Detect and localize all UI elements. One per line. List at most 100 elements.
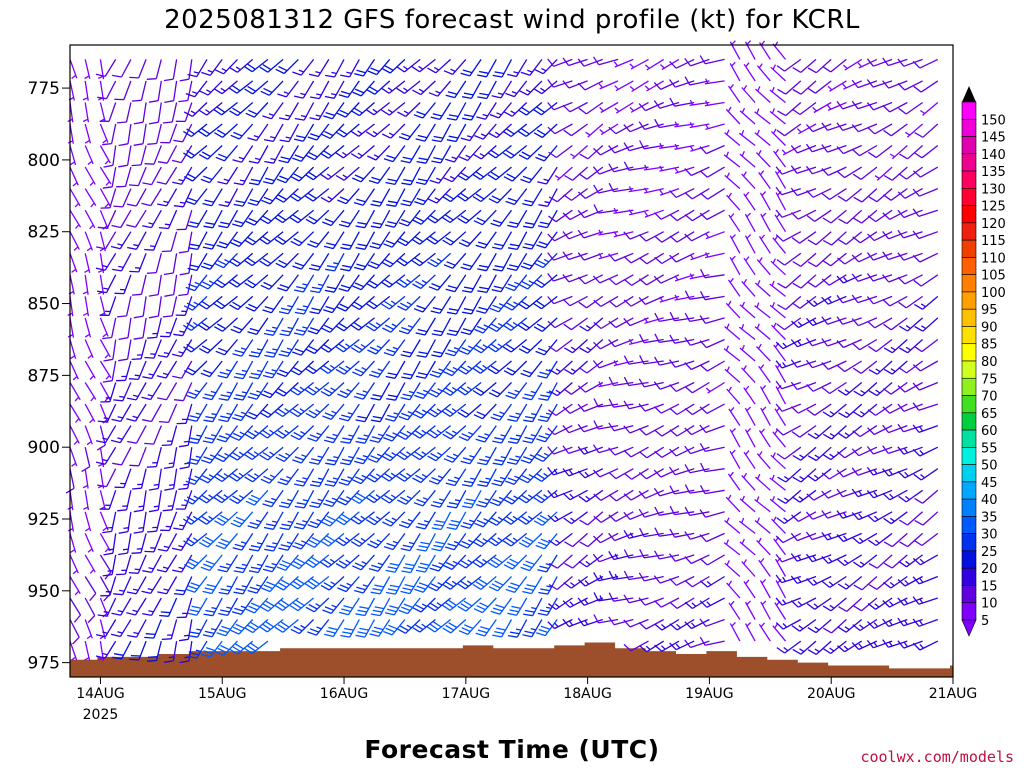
barb-feather: [699, 442, 706, 452]
barb-half-feather: [86, 247, 92, 252]
barb-shaft: [188, 641, 193, 661]
barb-feather: [262, 115, 272, 120]
barb-half-feather: [102, 652, 108, 656]
barb-feather: [669, 578, 677, 586]
wind-barb: [383, 425, 406, 442]
barb-half-feather: [207, 69, 213, 73]
barb-shaft: [440, 511, 452, 530]
barb-feather: [461, 483, 472, 487]
barb-feather: [335, 368, 345, 375]
barb-shaft: [226, 554, 239, 573]
wind-barb: [340, 252, 360, 272]
barb-shaft: [674, 511, 695, 516]
barb-shaft: [542, 252, 558, 269]
barb-shaft: [600, 101, 619, 114]
barb-shaft: [689, 468, 710, 474]
barb-feather: [638, 597, 646, 606]
barb-shaft: [84, 511, 92, 532]
barb-feather: [289, 195, 299, 202]
barb-feather: [262, 451, 272, 459]
wind-barb: [157, 188, 178, 207]
wind-barb: [489, 295, 512, 313]
barb-feather: [365, 519, 375, 526]
wind-barb: [214, 317, 238, 332]
wind-barb: [458, 532, 482, 549]
barb-feather: [684, 408, 693, 416]
wind-barb: [533, 489, 558, 504]
barb-feather: [293, 367, 303, 373]
barb-feather: [159, 420, 169, 424]
barb-feather: [476, 605, 486, 611]
barb-feather: [201, 516, 211, 523]
barb-half-feather: [256, 519, 262, 523]
barb-feather: [148, 121, 159, 125]
barb-feather: [521, 281, 531, 287]
barb-feather: [548, 151, 557, 159]
barb-feather: [368, 179, 379, 185]
wind-barb: [260, 80, 284, 96]
barb-feather: [290, 240, 300, 247]
barb-feather: [562, 57, 570, 66]
barb-feather: [186, 561, 196, 567]
barb-feather: [490, 171, 500, 178]
barb-half-feather: [584, 448, 589, 454]
barb-feather: [491, 288, 502, 293]
barb-shaft: [435, 58, 452, 74]
barb-feather: [103, 164, 114, 168]
barb-feather: [157, 354, 168, 358]
wind-barb: [368, 360, 391, 378]
barb-shaft: [142, 123, 147, 144]
barb-feather: [460, 172, 470, 179]
barb-feather: [578, 560, 588, 568]
barb-feather: [653, 100, 661, 109]
barb-feather: [309, 461, 319, 465]
barb-feather: [401, 520, 411, 526]
barb-shaft: [84, 360, 96, 379]
barb-half-feather: [758, 257, 763, 263]
barb-feather: [506, 367, 516, 373]
barb-shaft: [675, 446, 695, 457]
wind-barb: [247, 317, 269, 336]
barb-half-feather: [704, 123, 709, 129]
barb-feather: [353, 495, 363, 502]
wind-barb: [335, 511, 360, 526]
barb-feather: [473, 220, 483, 226]
barb-feather: [308, 365, 317, 372]
wind-barb: [335, 144, 360, 159]
wind-barb: [475, 425, 497, 443]
barb-shaft: [587, 532, 604, 548]
wind-barb: [126, 403, 147, 422]
wind-barb: [684, 445, 710, 455]
barb-feather: [522, 246, 532, 250]
wind-barb: [218, 576, 239, 595]
barb-shaft: [223, 58, 238, 75]
barb-shaft: [153, 619, 162, 639]
barb-feather: [354, 460, 364, 465]
barb-shaft: [150, 382, 162, 400]
barb-shaft: [739, 304, 756, 319]
wind-barb: [593, 592, 619, 602]
barb-feather: [198, 542, 209, 548]
wind-barb: [563, 381, 588, 395]
wind-barb: [163, 640, 178, 663]
barb-feather: [419, 562, 430, 566]
barb-feather: [699, 290, 706, 301]
barb-feather: [320, 367, 329, 374]
wind-barb: [415, 166, 436, 186]
barb-half-feather: [674, 275, 679, 281]
barb-feather: [524, 222, 535, 225]
wind-barb: [623, 295, 649, 307]
barb-feather: [579, 347, 589, 354]
barb-shaft: [759, 386, 771, 405]
barb-shaft: [407, 123, 421, 141]
barb-shaft: [628, 403, 649, 410]
wind-barb: [322, 209, 345, 227]
barb-feather: [264, 548, 274, 552]
barb-half-feather: [485, 455, 491, 459]
barb-feather: [250, 178, 261, 182]
barb-shaft: [743, 193, 756, 211]
barb-feather: [367, 70, 377, 76]
wind-barb: [131, 533, 147, 554]
wind-barb: [638, 403, 664, 412]
wind-barb: [548, 532, 573, 547]
